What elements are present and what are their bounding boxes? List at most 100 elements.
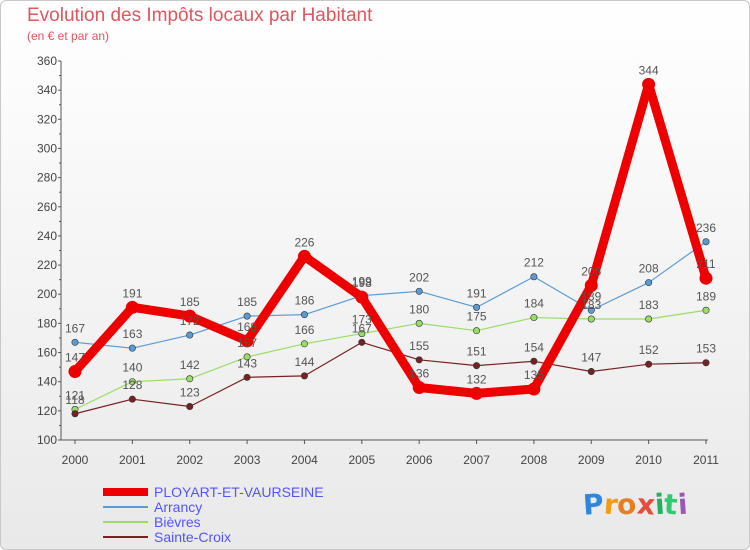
data-label: 167 — [65, 321, 85, 335]
data-label: 211 — [696, 257, 715, 271]
x-tick-label: 2011 — [693, 453, 719, 467]
series-line-1 — [74, 241, 707, 349]
x-tick-label: 2001 — [119, 453, 146, 467]
data-point — [297, 249, 311, 263]
data-point — [355, 290, 369, 304]
legend-label: Arrancy — [154, 499, 203, 515]
logo-letter: x — [635, 487, 656, 522]
legend-label: PLOYART-ET-VAURSEINE — [154, 484, 324, 500]
data-point — [702, 359, 710, 367]
data-label: 136 — [409, 367, 429, 381]
data-label: 157 — [237, 336, 257, 350]
series-lines — [68, 77, 713, 418]
y-tick-label: 220 — [37, 258, 57, 272]
data-point — [645, 360, 653, 368]
data-label: 152 — [639, 343, 659, 357]
data-label: 135 — [524, 368, 544, 382]
data-label: 191 — [467, 286, 487, 300]
y-tick-label: 360 — [37, 54, 57, 68]
chart-title: Evolution des Impôts locaux par Habitant — [27, 5, 373, 26]
y-tick-label: 100 — [37, 433, 57, 447]
data-point — [243, 353, 251, 361]
data-label: 168 — [237, 320, 257, 334]
data-label: 151 — [467, 345, 487, 359]
data-point — [183, 309, 197, 323]
data-label: 166 — [294, 323, 314, 337]
y-tick-label: 260 — [37, 200, 57, 214]
x-tick-label: 2008 — [521, 453, 548, 467]
data-label: 185 — [237, 295, 257, 309]
data-label: 142 — [180, 358, 200, 372]
data-point — [470, 386, 484, 400]
data-label: 199 — [352, 275, 372, 289]
logo-letter: i — [676, 487, 689, 522]
data-point — [300, 340, 308, 348]
y-tick-label: 320 — [37, 112, 57, 126]
data-point — [702, 306, 710, 314]
data-label: 175 — [467, 310, 487, 324]
series-line-0 — [70, 79, 711, 398]
x-tick-label: 2005 — [348, 453, 375, 467]
legend-swatch — [103, 506, 148, 508]
data-label: 121 — [65, 388, 85, 402]
data-label: 147 — [581, 350, 601, 364]
data-point — [473, 303, 481, 311]
axes: 100 120 140 160 180 200 220 240 260 280 300 320 340 3… — [37, 54, 719, 467]
data-label: 189 — [696, 289, 716, 303]
data-label: 202 — [409, 270, 429, 284]
data-label: 118 — [65, 393, 84, 407]
data-point — [300, 311, 308, 319]
data-label: 180 — [409, 302, 429, 316]
data-point — [527, 382, 541, 396]
data-point — [186, 331, 194, 339]
data-label: 172 — [180, 314, 200, 328]
data-label: 344 — [639, 63, 659, 77]
data-label: 186 — [294, 294, 314, 308]
data-point — [186, 402, 194, 410]
y-tick-label: 140 — [37, 375, 57, 389]
data-label: 140 — [122, 361, 142, 375]
data-point — [473, 362, 481, 370]
y-tick-label: 340 — [37, 83, 57, 97]
x-tick-label: 2010 — [635, 453, 662, 467]
x-tick-label: 2007 — [463, 453, 490, 467]
data-point — [412, 381, 426, 395]
x-tick-label: 2006 — [406, 453, 433, 467]
data-point — [125, 300, 139, 314]
data-point — [645, 315, 653, 323]
data-label: 144 — [294, 355, 314, 369]
x-tick-label: 2000 — [62, 453, 89, 467]
data-point — [587, 306, 595, 314]
x-tick-label: 2009 — [578, 453, 605, 467]
series-line-3 — [74, 341, 707, 415]
data-label: 132 — [467, 372, 487, 386]
data-point — [530, 273, 538, 281]
data-point — [645, 279, 653, 287]
legend-label: Sainte-Croix — [154, 529, 232, 545]
logo-letter: P — [581, 487, 605, 522]
data-point — [128, 395, 136, 403]
data-point — [240, 334, 254, 348]
data-label: 147 — [65, 350, 85, 364]
data-point — [300, 372, 308, 380]
data-label: 183 — [581, 298, 601, 312]
data-point — [415, 356, 423, 364]
data-label: 153 — [696, 342, 716, 356]
data-label: 212 — [524, 256, 544, 270]
data-label: 173 — [352, 313, 372, 327]
data-label: 189 — [581, 289, 601, 303]
data-point — [587, 315, 595, 323]
data-label: 143 — [237, 356, 257, 370]
data-label: 128 — [122, 378, 142, 392]
data-label: 198 — [352, 276, 372, 290]
y-tick-label: 280 — [37, 171, 57, 185]
data-label: 183 — [639, 298, 659, 312]
data-point — [71, 338, 79, 346]
x-tick-label: 2002 — [176, 453, 203, 467]
data-point — [68, 364, 82, 378]
data-label: 154 — [524, 340, 544, 354]
data-label: 184 — [524, 297, 544, 311]
legend-swatch — [103, 536, 148, 538]
